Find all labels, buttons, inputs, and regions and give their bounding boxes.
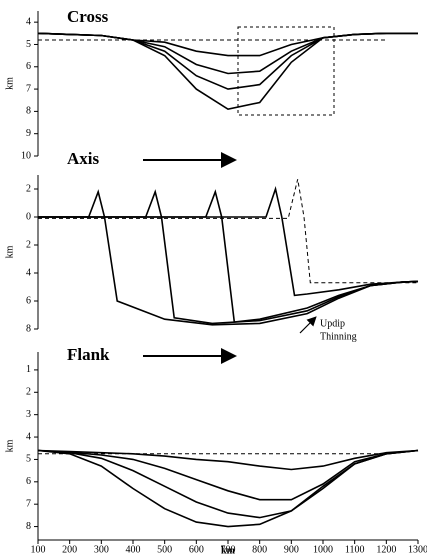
- x-tick-label: 1200: [376, 544, 396, 555]
- zoom-box: [237, 26, 335, 116]
- section-line: [38, 189, 419, 325]
- x-tick-label: 400: [126, 544, 141, 555]
- x-tick-label: 1000: [313, 544, 333, 555]
- annotation-arrow: [299, 316, 317, 334]
- y-tick-label: 7: [26, 498, 31, 509]
- y-tick-label: 9: [26, 128, 31, 139]
- section-line: [37, 449, 419, 501]
- section-line: [37, 32, 418, 75]
- section-line: [38, 189, 419, 326]
- y-axis-label: km: [4, 77, 15, 90]
- annotation: Thinning: [320, 331, 357, 342]
- y-tick-label: 6: [26, 61, 31, 72]
- y-tick-label: 4: [26, 267, 31, 278]
- x-tick-label: 900: [284, 544, 299, 555]
- section-line: [37, 449, 419, 519]
- y-tick-label: 3: [26, 409, 31, 420]
- section-line: [37, 32, 418, 57]
- x-tick-label: 1300: [408, 544, 427, 555]
- y-tick-label: 2: [26, 387, 31, 398]
- section-line: [38, 179, 418, 284]
- y-tick-label: 2: [26, 239, 31, 250]
- y-tick-label: 5: [26, 454, 31, 465]
- x-tick-label: 300: [94, 544, 109, 555]
- y-tick-label: 0: [26, 211, 31, 222]
- y-tick-label: 8: [26, 106, 31, 117]
- y-tick-label: 4: [26, 431, 31, 442]
- y-tick-label: 10: [21, 150, 31, 161]
- x-tick-label: 100: [31, 544, 46, 555]
- y-axis-label: km: [4, 439, 15, 452]
- annotation: Updip: [320, 318, 345, 329]
- section-line: [38, 186, 419, 297]
- x-tick-label: 1100: [345, 544, 365, 555]
- y-axis-label: km: [4, 245, 15, 258]
- x-tick-label: 800: [252, 544, 267, 555]
- y-tick-label: 1: [26, 364, 31, 375]
- y-tick-label: 5: [26, 39, 31, 50]
- y-tick-label: 2: [26, 183, 31, 194]
- section-line: [37, 32, 418, 90]
- panel-title: Flank: [67, 345, 110, 364]
- y-tick-label: 6: [26, 476, 31, 487]
- section-line: [37, 449, 419, 471]
- y-tick-label: 6: [26, 295, 31, 306]
- section-line: [38, 189, 419, 323]
- y-tick-label: 8: [26, 521, 31, 532]
- x-tick-label: 600: [189, 544, 204, 555]
- panel-title: Axis: [67, 149, 100, 168]
- x-tick-label: 500: [157, 544, 172, 555]
- section-line: [37, 32, 418, 111]
- panel-title: Cross: [67, 7, 109, 26]
- y-tick-label: 8: [26, 323, 31, 334]
- y-tick-label: 7: [26, 83, 31, 94]
- x-axis-label: km: [221, 545, 236, 556]
- x-tick-label: 700: [221, 544, 236, 555]
- y-tick-label: 4: [26, 16, 31, 27]
- x-tick-label: 200: [62, 544, 77, 555]
